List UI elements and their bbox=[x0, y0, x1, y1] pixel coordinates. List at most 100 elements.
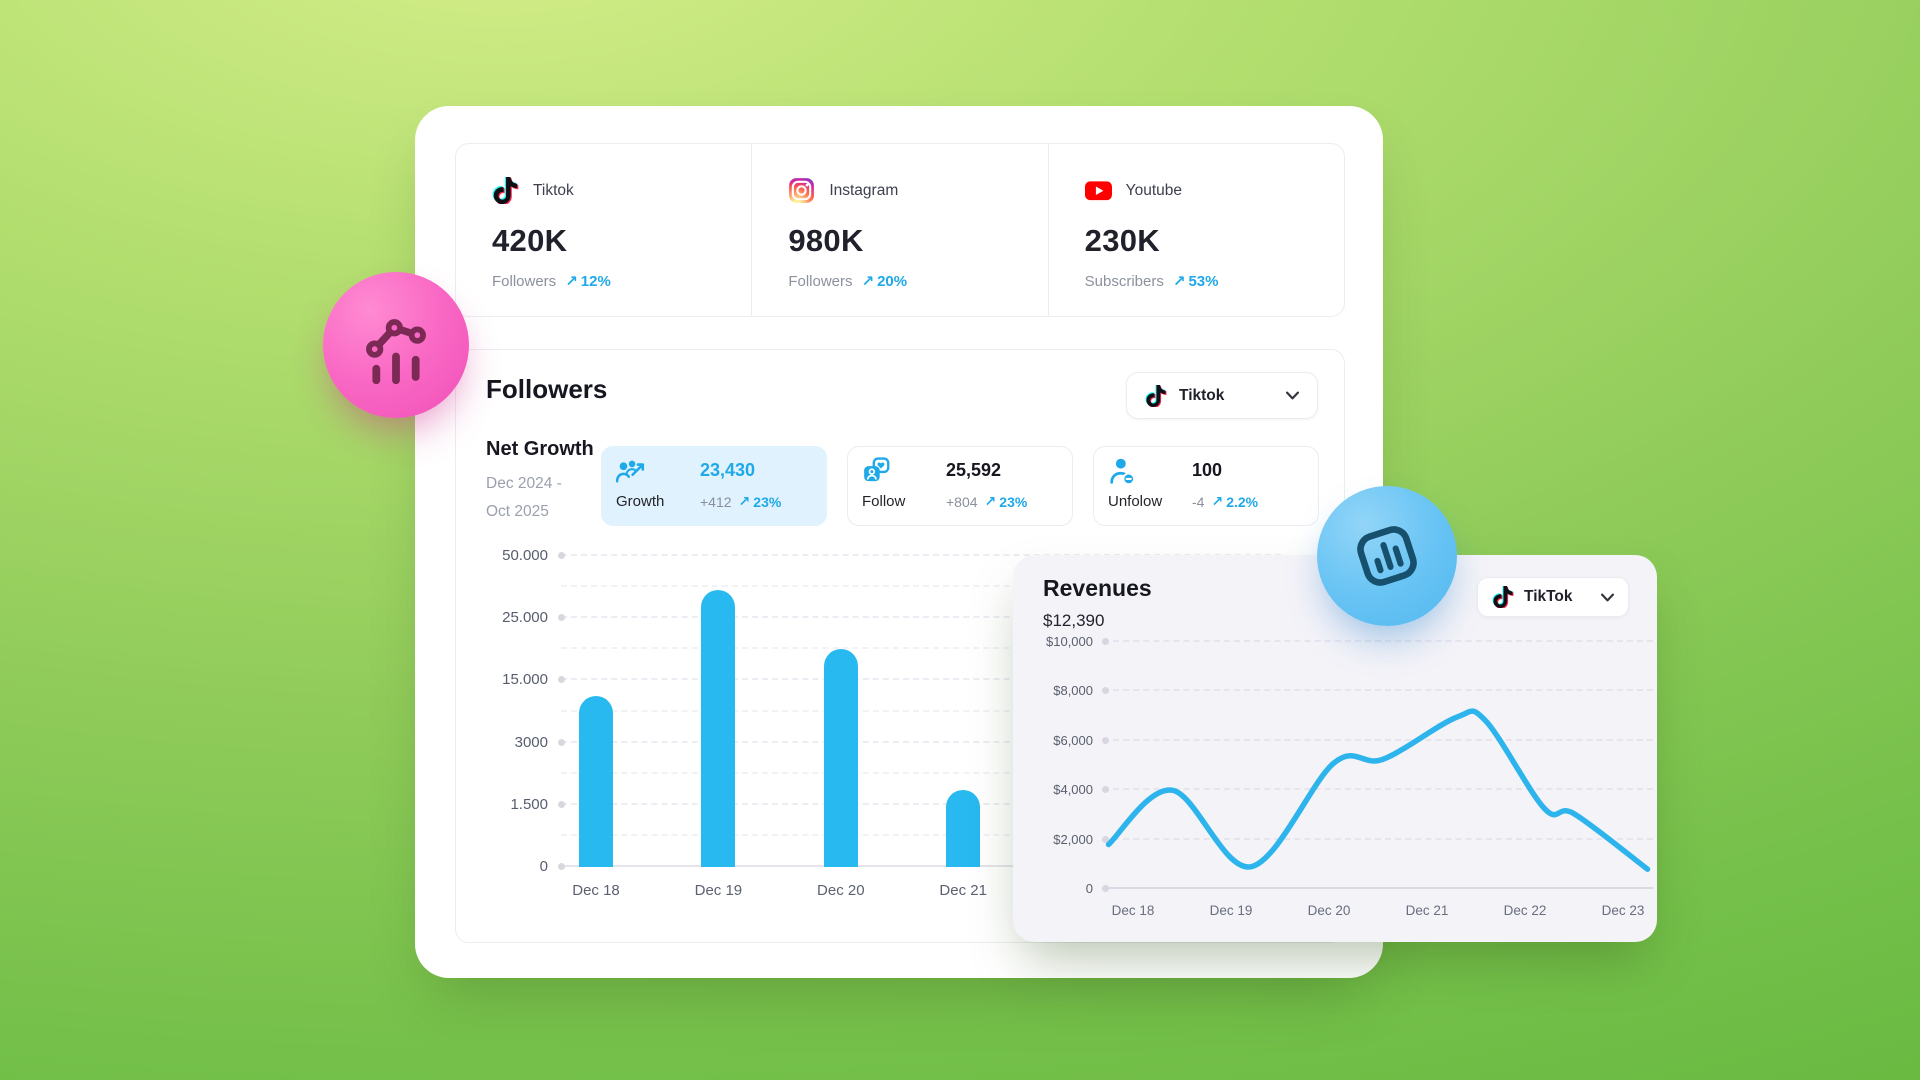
growth-value: 23,430 bbox=[700, 460, 756, 480]
gridline bbox=[558, 738, 1281, 746]
gridline bbox=[561, 833, 1281, 836]
x-tick-label: Dec 21 bbox=[939, 882, 987, 899]
gridline bbox=[1102, 687, 1653, 695]
x-tick-label: Dec 18 bbox=[1111, 903, 1155, 918]
growth-delta: +412 bbox=[700, 493, 732, 510]
gridline bbox=[1102, 736, 1653, 744]
x-tick-label: Dec 23 bbox=[1601, 903, 1645, 918]
tiktok-icon bbox=[492, 177, 519, 204]
gridline bbox=[561, 709, 1281, 712]
y-tick-label: $8,000 bbox=[1053, 683, 1093, 699]
growth-stat-card: 23,430 Growth +412 ↗ 23% bbox=[601, 446, 827, 526]
tiktok-icon bbox=[1492, 586, 1514, 608]
trend-up-icon: ↗ bbox=[984, 493, 997, 509]
follow-stat-card: 25,592 Follow +804 ↗ 23% bbox=[847, 446, 1073, 526]
unfollow-change: 2.2% bbox=[1226, 493, 1259, 510]
revenues-title: Revenues bbox=[1043, 575, 1152, 601]
chevron-down-icon bbox=[1601, 593, 1614, 601]
y-tick-label: 0 bbox=[1085, 881, 1093, 896]
gridline bbox=[558, 676, 1281, 684]
subscribers-count: 230K bbox=[1084, 223, 1160, 258]
youtube-icon bbox=[1084, 177, 1112, 204]
unfollow-delta: -4 bbox=[1192, 493, 1205, 510]
platform-stat-youtube: Youtube 230K Subscribers ↗ 53% bbox=[1047, 144, 1344, 316]
change-percent: 20% bbox=[877, 272, 908, 290]
gridline bbox=[558, 800, 1281, 808]
followers-count: 420K bbox=[492, 223, 568, 258]
revenues-panel: Revenues $12,390 TikTok 0 $2,000 $4,000 $6,… bbox=[1013, 555, 1657, 942]
line-and-bars-chart-icon bbox=[366, 319, 426, 385]
gridline bbox=[1102, 885, 1653, 892]
follow-label: Follow bbox=[862, 493, 906, 510]
line-chart-y-axis: 0 $2,000 $4,000 $6,000 $8,000 $10,000 bbox=[1013, 634, 1093, 896]
x-tick-label: Dec 22 bbox=[1503, 903, 1547, 918]
y-tick-label: $6,000 bbox=[1053, 732, 1093, 748]
gridline bbox=[561, 647, 1281, 650]
revenues-platform-dropdown[interactable]: TikTok bbox=[1477, 577, 1629, 617]
net-growth-period: Dec 2024 - Oct 2025 bbox=[486, 475, 562, 520]
x-tick-label: Dec 21 bbox=[1405, 903, 1449, 918]
selected-platform: Tiktok bbox=[1179, 386, 1225, 404]
follow-delta: +804 bbox=[946, 493, 978, 510]
instagram-icon bbox=[788, 177, 815, 204]
user-minus-icon bbox=[1108, 457, 1138, 485]
analytics-card: Tiktok 420K Followers ↗ 12% Instagram 980… bbox=[415, 106, 1383, 978]
tiktok-icon bbox=[1145, 384, 1167, 407]
y-tick-label: 25.000 bbox=[502, 609, 548, 627]
change-percent: 12% bbox=[580, 272, 611, 290]
follow-change: 23% bbox=[999, 493, 1028, 510]
follow-value: 25,592 bbox=[946, 460, 1002, 480]
y-tick-label: $2,000 bbox=[1053, 831, 1093, 847]
gridline bbox=[558, 614, 1281, 622]
bar-dec-21 bbox=[946, 790, 981, 867]
platform-name: Tiktok bbox=[533, 181, 574, 199]
y-tick-label: 50.000 bbox=[502, 547, 548, 564]
gridline bbox=[1102, 835, 1653, 843]
y-tick-label: 15.000 bbox=[502, 671, 548, 689]
metric-label: Subscribers bbox=[1084, 272, 1164, 290]
gridline bbox=[561, 771, 1281, 774]
bar-chart-square-icon bbox=[1357, 526, 1417, 586]
y-tick-label: 3000 bbox=[514, 733, 548, 751]
x-tick-label: Dec 18 bbox=[572, 882, 620, 899]
platform-stat-instagram: Instagram 980K Followers ↗ 20% bbox=[751, 144, 1047, 316]
y-tick-label: 0 bbox=[539, 858, 548, 875]
y-tick-label: $10,000 bbox=[1046, 634, 1093, 649]
x-tick-label: Dec 19 bbox=[694, 882, 743, 899]
user-growth-icon bbox=[616, 457, 646, 485]
gridline bbox=[558, 552, 1281, 559]
y-tick-label: $4,000 bbox=[1053, 782, 1093, 798]
metric-label: Followers bbox=[788, 272, 853, 290]
platform-stats-card: Tiktok 420K Followers ↗ 12% Instagram 980… bbox=[455, 143, 1345, 317]
followers-count: 980K bbox=[788, 223, 864, 258]
change-percent: 53% bbox=[1188, 272, 1219, 290]
bar-chart-y-axis: 0 1.500 3000 15.000 25.000 50.000 bbox=[456, 547, 548, 875]
followers-section-title: Followers bbox=[486, 374, 608, 404]
unfollow-value: 100 bbox=[1192, 460, 1223, 480]
platform-name: Youtube bbox=[1125, 181, 1182, 199]
bar-chart-badge bbox=[1317, 486, 1457, 626]
net-growth-title: Net Growth bbox=[486, 438, 594, 460]
bar-dec-19 bbox=[701, 589, 736, 867]
growth-label: Growth bbox=[616, 493, 665, 510]
followers-bar-chart bbox=[558, 552, 1281, 870]
unfollow-label: Unfolow bbox=[1108, 493, 1163, 510]
bar-dec-20 bbox=[823, 649, 858, 867]
selected-platform: TikTok bbox=[1524, 588, 1573, 605]
trend-up-icon: ↗ bbox=[565, 273, 578, 290]
followers-platform-dropdown[interactable]: Tiktok bbox=[1126, 372, 1318, 419]
trend-up-icon: ↗ bbox=[861, 273, 875, 290]
follow-chat-icon bbox=[862, 456, 892, 485]
platform-name: Instagram bbox=[829, 181, 899, 199]
x-tick-label: Dec 20 bbox=[1307, 903, 1351, 918]
revenues-line-chart bbox=[1102, 638, 1653, 892]
unfollow-stat-card: 100 Unfolow -4 ↗ 2.2% bbox=[1093, 446, 1319, 526]
x-tick-label: Dec 19 bbox=[1209, 903, 1253, 918]
bar-dec-18 bbox=[579, 695, 613, 867]
trend-up-icon: ↗ bbox=[738, 493, 751, 509]
gridline bbox=[558, 863, 1281, 870]
bar-chart-x-axis: Dec 18 Dec 19 Dec 20 Dec 21 bbox=[561, 882, 1281, 906]
revenues-total: $12,390 bbox=[1043, 611, 1105, 630]
x-tick-label: Dec 20 bbox=[817, 882, 865, 899]
